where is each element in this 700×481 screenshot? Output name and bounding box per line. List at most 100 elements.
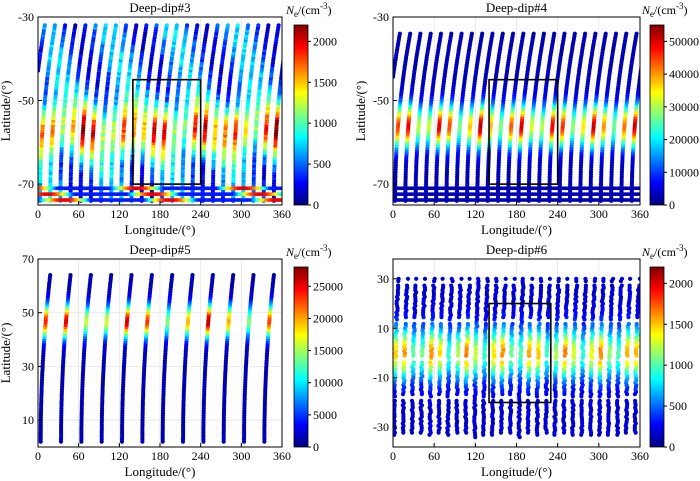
x-tick-label: 120 <box>466 207 484 221</box>
data-point <box>642 48 646 52</box>
data-point <box>641 53 645 57</box>
track <box>98 23 118 203</box>
data-point <box>283 46 287 50</box>
colorbar-title: Ne/(cm-3) <box>285 1 332 19</box>
y-tick-label: -70 <box>18 177 34 191</box>
panel-1: 0 60 120 180 240 300 360-30-50-70Deep-dip#3Lon… <box>0 0 337 237</box>
data-point <box>103 23 108 28</box>
data-point <box>190 273 195 278</box>
data-point <box>640 58 644 62</box>
track <box>434 31 454 203</box>
data-point <box>552 31 557 36</box>
colorbar-tick-label: 0 <box>669 198 675 212</box>
data-point <box>284 41 288 45</box>
colorbar-tick-label: 10000 <box>669 165 699 179</box>
track <box>79 273 93 444</box>
x-axis-label: Longitude/(°) <box>125 222 196 237</box>
data-point <box>645 32 649 36</box>
x-tick-label: 240 <box>192 207 210 221</box>
x-tick-label: 240 <box>549 207 567 221</box>
x-tick-label: 300 <box>590 207 608 221</box>
track <box>526 31 547 203</box>
track <box>475 31 495 203</box>
data-point <box>63 23 68 28</box>
data-point <box>73 23 78 28</box>
data-point <box>170 273 175 278</box>
y-tick-label: -50 <box>18 94 34 108</box>
track <box>180 273 195 444</box>
colorbar-subscript: e <box>650 9 654 19</box>
data-point <box>562 31 567 36</box>
data-point <box>225 23 230 28</box>
data-point <box>205 23 210 28</box>
chart-title: Deep-dip#3 <box>129 0 190 15</box>
data-point <box>459 31 464 36</box>
data-point <box>185 23 190 28</box>
data-point <box>52 23 58 28</box>
data-point <box>510 31 516 36</box>
y-tick-label: -30 <box>373 10 389 24</box>
data-point <box>164 23 169 28</box>
data-point <box>641 56 645 60</box>
data-point <box>154 23 159 28</box>
panel-2: 0 60 120 180 240 300 360-30-50-70Deep-dip#4Lon… <box>353 0 699 237</box>
data-point <box>640 60 644 64</box>
data-point <box>438 31 444 36</box>
x-tick-label: 60 <box>73 207 85 221</box>
x-tick-label: 180 <box>151 207 169 221</box>
data-point <box>144 23 149 28</box>
data-point <box>469 31 474 36</box>
colorbar-unit: /(cm <box>298 3 321 17</box>
data-point <box>280 63 282 68</box>
track <box>588 31 608 203</box>
colorbar-tick-label: 20000 <box>669 133 699 147</box>
data-point <box>408 31 413 36</box>
track <box>99 273 114 444</box>
data-point <box>521 31 526 36</box>
track <box>200 23 220 203</box>
data-point <box>68 273 73 278</box>
data-point <box>480 31 485 36</box>
track <box>231 23 251 203</box>
track <box>578 31 598 203</box>
data-point <box>490 31 495 36</box>
data-point <box>644 34 648 38</box>
scatter-points <box>38 273 276 444</box>
track <box>516 31 536 203</box>
track <box>393 31 413 203</box>
x-tick-label: 180 <box>508 207 526 221</box>
data-point <box>282 51 286 55</box>
data-point <box>282 53 286 57</box>
data-point <box>124 23 129 28</box>
track <box>567 31 588 203</box>
colorbar-subscript: e <box>294 9 298 19</box>
y-tick-label: -70 <box>373 177 389 191</box>
y-tick-label: -30 <box>18 10 34 24</box>
data-point <box>642 46 646 50</box>
data-point <box>286 26 290 30</box>
data-point <box>285 33 289 37</box>
x-tick-label: 300 <box>232 207 250 221</box>
track <box>119 273 134 444</box>
data-point <box>285 36 289 40</box>
x-tick-label: 0 <box>35 207 41 221</box>
colorbar-tick-label: 50000 <box>669 34 699 48</box>
data-point <box>266 23 271 28</box>
data-point <box>134 23 139 28</box>
track <box>201 273 215 444</box>
y-axis-label: Latitude/(°) <box>353 81 368 142</box>
x-tick-label: 360 <box>631 207 649 221</box>
data-point <box>246 23 251 28</box>
track <box>140 273 154 444</box>
data-point <box>583 31 588 36</box>
data-point <box>109 273 114 278</box>
data-point <box>541 31 547 36</box>
data-point <box>634 31 639 36</box>
data-point <box>42 23 47 28</box>
colorbar-close: ) <box>684 3 688 17</box>
track <box>557 31 577 203</box>
colorbar-tick-label: 1500 <box>313 75 337 89</box>
data-point <box>603 31 608 36</box>
